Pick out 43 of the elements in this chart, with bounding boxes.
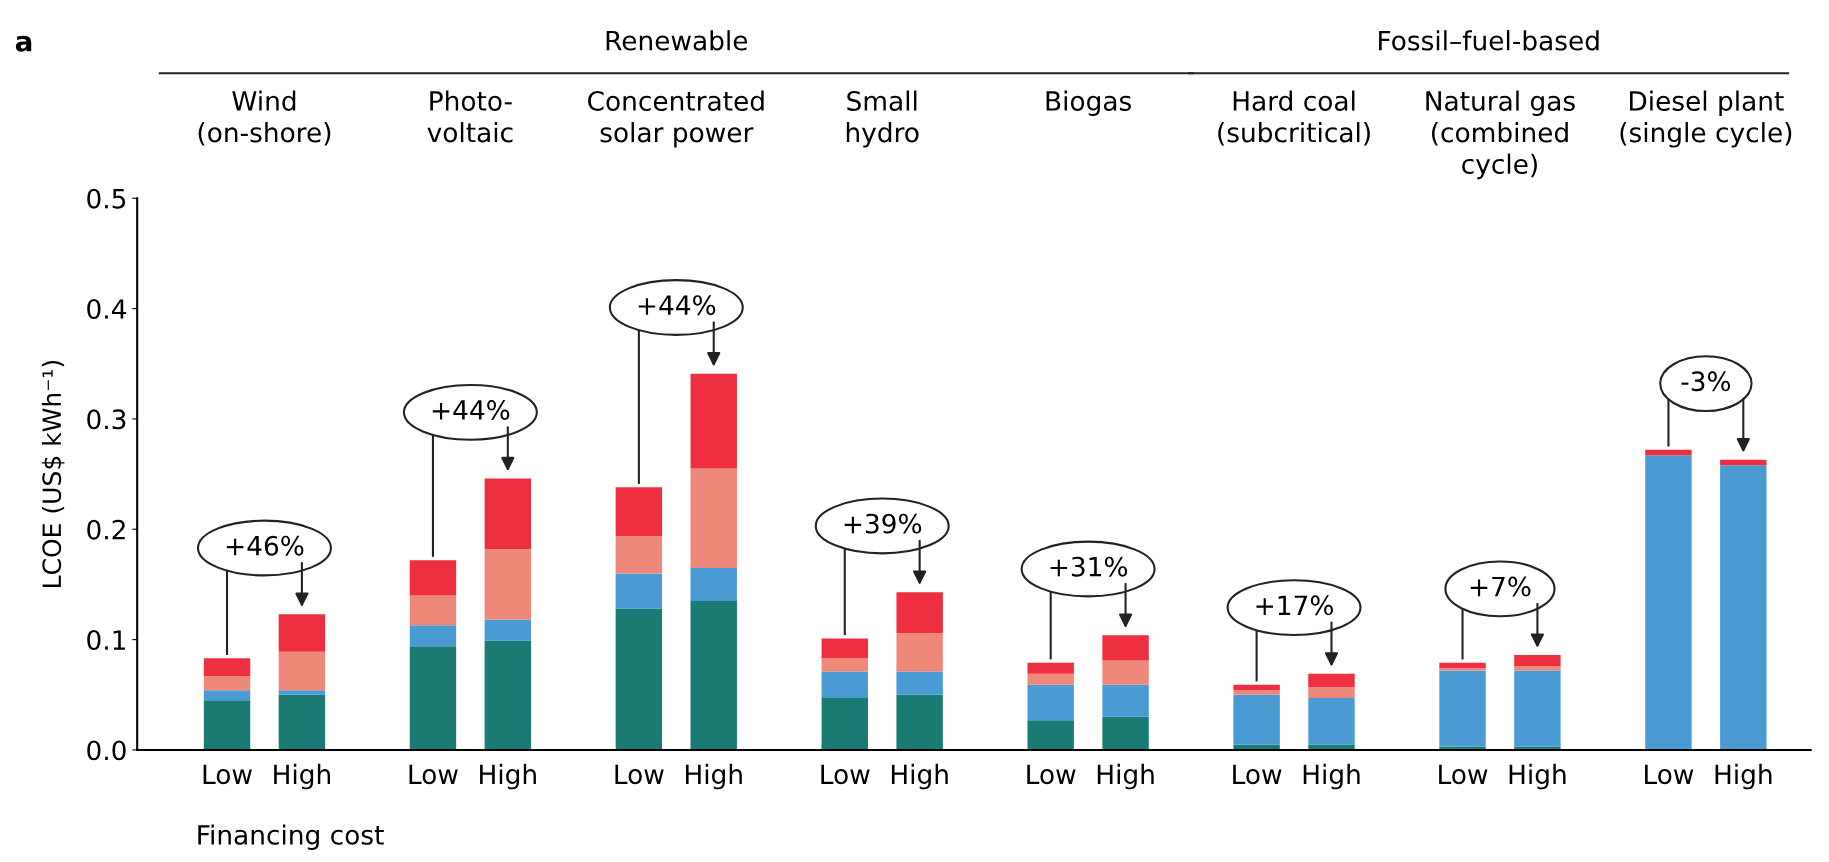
- annotation: +44%: [638, 295, 716, 316]
- x-tick-label: Low: [615, 764, 664, 785]
- x-tick-label: High: [891, 763, 948, 790]
- y-tick-label: 0.1: [87, 630, 126, 650]
- text: Renewable: [606, 30, 748, 51]
- text: Fossil–fuel-based: [1379, 30, 1599, 51]
- x-tick-label: High: [274, 763, 330, 790]
- annotation: +44%: [432, 400, 510, 420]
- annotation: +46%: [226, 535, 304, 556]
- x-tick-label: High: [1097, 763, 1154, 790]
- y-tick-label: 0.3: [87, 409, 126, 430]
- x-tick-label: High: [1303, 763, 1360, 790]
- x-tick-label: Low: [1645, 764, 1694, 785]
- annotation: +31%: [1050, 556, 1128, 577]
- x-tick-label: High: [1509, 763, 1566, 790]
- x-tick-label: High: [1715, 763, 1772, 790]
- text: Biogas: [1046, 90, 1131, 117]
- annotation: +7%: [1470, 576, 1531, 597]
- x-tick-label: Low: [1233, 764, 1282, 785]
- text: Concentrated solar power: [588, 90, 764, 148]
- x-tick-label: Low: [821, 764, 870, 785]
- x-tick-label: Low: [409, 764, 458, 785]
- x-tick-label: High: [686, 763, 742, 790]
- text: Hard coal (subcritical): [1218, 90, 1370, 146]
- text: Wind (on-shore): [198, 90, 331, 146]
- x-tick-label: High: [480, 763, 536, 790]
- y-tick-label: 0.2: [87, 519, 125, 540]
- y-tick-label: 0.4: [87, 299, 126, 319]
- x-axis-title: Financing cost: [198, 824, 384, 850]
- text: Diesel plant (single cycle): [1620, 90, 1792, 148]
- annotation: -3%: [1681, 371, 1731, 392]
- annotation: +39%: [844, 513, 922, 534]
- text: Small hydro: [846, 90, 919, 148]
- y-axis-title: LCOE (US$ kWh⁻¹): [41, 360, 65, 587]
- text: a: [15, 35, 32, 52]
- y-tick-label: 0.0: [87, 740, 126, 761]
- annotation: +17%: [1256, 595, 1333, 616]
- x-tick-label: Low: [203, 764, 252, 785]
- x-tick-label: Low: [1439, 764, 1488, 785]
- text: Photo- voltaic: [427, 90, 513, 143]
- y-tick-label: 0.5: [87, 188, 126, 209]
- x-tick-label: Low: [1027, 764, 1076, 785]
- text: Natural gas (combined cycle): [1426, 90, 1575, 180]
